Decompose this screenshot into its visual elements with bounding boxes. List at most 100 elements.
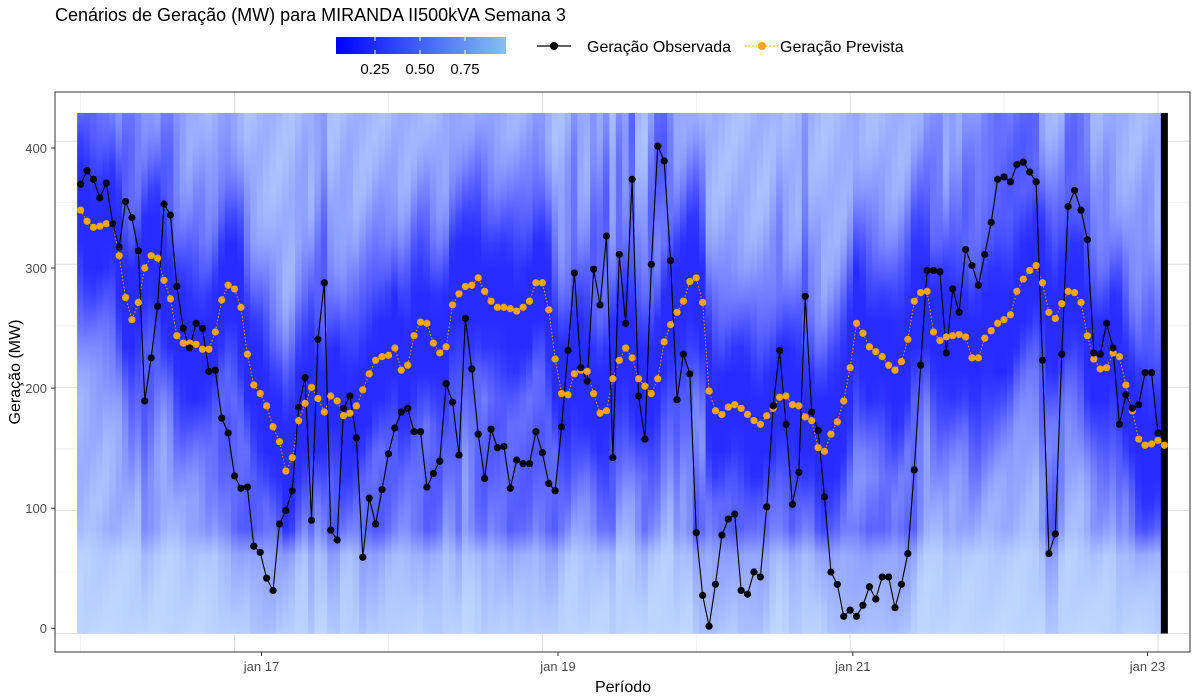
forecast-point	[929, 328, 938, 336]
band-column	[198, 112, 206, 634]
band-column	[564, 112, 572, 634]
observed-point	[974, 281, 982, 289]
forecast-point	[404, 361, 412, 369]
band-column	[218, 112, 226, 634]
band-column	[96, 112, 104, 634]
observed-point	[955, 308, 963, 316]
band-column	[89, 112, 97, 634]
band-column	[327, 112, 335, 634]
forecast-point	[776, 393, 784, 401]
forecast-point	[359, 386, 367, 394]
band-column	[237, 112, 245, 634]
observed-point	[339, 404, 348, 412]
observed-point	[525, 460, 534, 468]
forecast-point	[737, 404, 745, 412]
band-column	[429, 112, 437, 634]
band-column	[660, 112, 668, 634]
forecast-point	[686, 277, 694, 286]
band-column	[243, 112, 251, 634]
band-column	[750, 112, 758, 634]
band-column	[673, 112, 681, 634]
band-column	[1058, 112, 1066, 634]
observed-point	[705, 622, 713, 630]
observed-point	[1045, 549, 1053, 558]
observed-point	[634, 392, 643, 400]
forecast-point	[269, 423, 277, 431]
observed-point	[538, 449, 546, 457]
forecast-point	[891, 366, 899, 374]
observed-point	[801, 292, 809, 300]
band-column	[160, 112, 168, 634]
forecast-point	[942, 333, 950, 341]
forecast-point	[1038, 279, 1047, 287]
observed-point	[615, 250, 623, 259]
band-column	[756, 112, 764, 634]
band-column	[744, 112, 752, 634]
band-column	[147, 112, 155, 634]
forecast-point	[128, 316, 136, 324]
forecast-point	[634, 375, 643, 383]
forecast-point	[1141, 441, 1149, 449]
observed-point	[128, 213, 136, 222]
observed-point	[468, 365, 476, 373]
band-column	[1096, 112, 1104, 634]
band-column	[551, 112, 559, 634]
observed-point	[897, 580, 906, 588]
forecast-point	[615, 356, 623, 364]
band-column	[1083, 112, 1091, 634]
observed-point	[141, 397, 149, 405]
observed-point	[923, 266, 931, 275]
band-column	[269, 112, 277, 634]
forecast-point	[551, 355, 559, 363]
observed-point	[564, 346, 572, 355]
forecast-point	[814, 444, 822, 452]
forecast-point	[583, 367, 591, 375]
observed-point	[506, 484, 514, 492]
forecast-point	[320, 408, 328, 416]
forecast-point	[1019, 275, 1027, 283]
observed-point	[833, 580, 841, 588]
forecast-point	[647, 389, 655, 398]
observed-point	[994, 175, 1002, 183]
band-column	[256, 112, 264, 634]
observed-point	[1154, 429, 1162, 437]
band-column	[506, 112, 514, 634]
observed-point	[577, 364, 585, 372]
forecast-point	[897, 357, 906, 366]
forecast-point	[622, 344, 630, 352]
band-column	[115, 112, 123, 634]
band-column	[275, 112, 283, 634]
observed-point	[795, 468, 803, 476]
band-column	[487, 112, 495, 634]
band-column	[699, 112, 707, 634]
forecast-point	[641, 382, 649, 390]
forecast-point	[699, 298, 707, 307]
forecast-point	[468, 281, 476, 289]
observed-point	[186, 344, 194, 352]
observed-point	[532, 428, 540, 436]
band-column	[538, 112, 546, 634]
band-column	[410, 112, 418, 634]
observed-point	[359, 553, 367, 561]
observed-point	[788, 500, 797, 508]
observed-point	[166, 211, 175, 219]
legend-key-observed-dot	[550, 42, 558, 50]
forecast-point	[743, 410, 752, 419]
band-column	[404, 112, 412, 634]
band-column	[705, 112, 713, 634]
observed-point	[109, 220, 117, 228]
forecast-point	[141, 264, 149, 272]
observed-point	[820, 493, 829, 501]
forecast-point	[365, 370, 373, 378]
observed-point	[1013, 161, 1021, 169]
band-column	[166, 112, 174, 634]
forecast-point	[923, 287, 931, 295]
band-column	[481, 112, 489, 634]
observed-point	[865, 583, 873, 591]
observed-point	[160, 200, 168, 208]
observed-point	[936, 268, 944, 276]
forecast-point	[808, 417, 816, 425]
observed-point	[391, 424, 399, 432]
observed-point	[673, 396, 681, 404]
